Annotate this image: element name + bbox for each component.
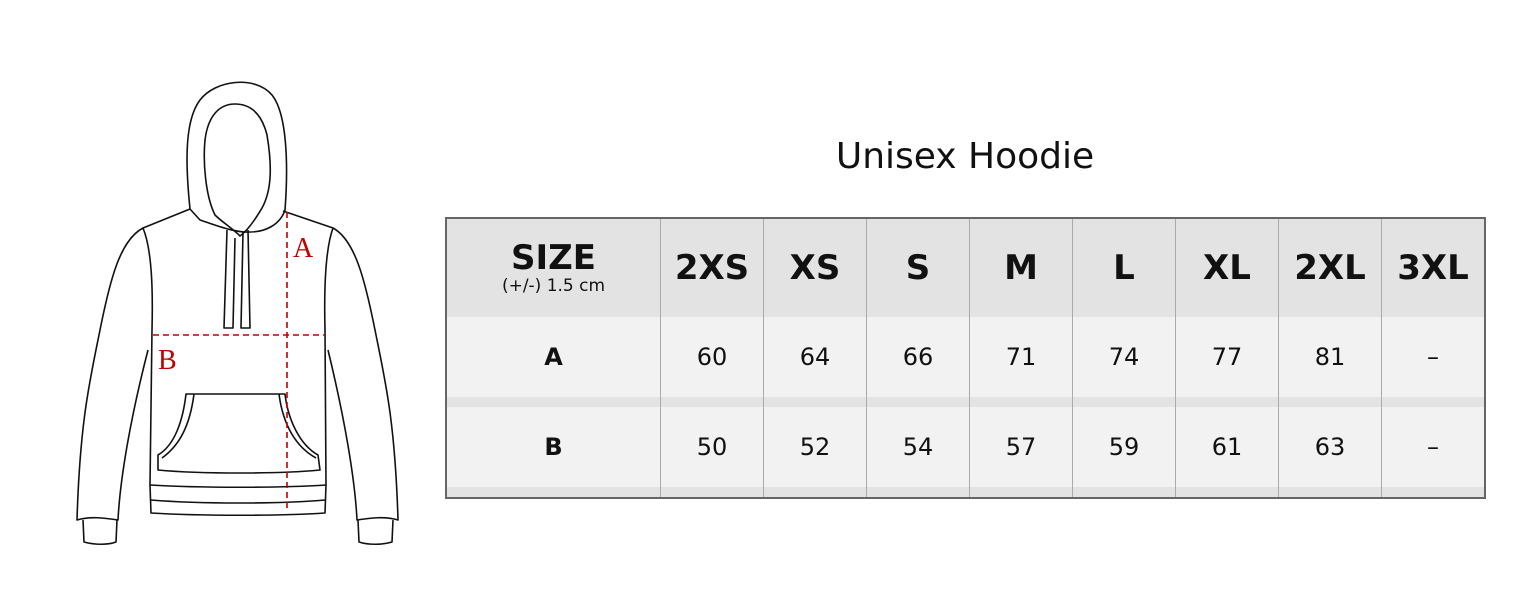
row-separator <box>446 397 1485 407</box>
hem-band <box>149 484 327 517</box>
cell: 54 <box>866 407 970 487</box>
header-row: SIZE (+/-) 1.5 cm 2XS XS S M L XL 2XL 3X… <box>446 218 1485 317</box>
cell: 59 <box>1072 407 1176 487</box>
size-header: SIZE <box>510 238 597 278</box>
body-right <box>282 210 334 486</box>
size-2xs: 2XS <box>660 218 764 317</box>
sleeve-right <box>327 227 399 521</box>
cell: – <box>1381 407 1485 487</box>
cell: 57 <box>969 407 1073 487</box>
cell: 74 <box>1072 317 1176 397</box>
size-table: SIZE (+/-) 1.5 cm 2XS XS S M L XL 2XL 3X… <box>445 217 1486 499</box>
cell: 64 <box>763 317 867 397</box>
cell: 63 <box>1278 407 1382 487</box>
size-l: L <box>1072 218 1176 317</box>
size-xs: XS <box>763 218 867 317</box>
size-xl: XL <box>1175 218 1279 317</box>
cell: 71 <box>969 317 1073 397</box>
pocket <box>157 393 321 474</box>
size-m: M <box>969 218 1073 317</box>
table-row-b: B 50 52 54 57 59 61 63 – <box>446 407 1485 487</box>
tolerance-note: (+/-) 1.5 cm <box>501 276 606 296</box>
size-header-cell: SIZE (+/-) 1.5 cm <box>446 218 661 317</box>
cell: – <box>1381 317 1485 397</box>
size-3xl: 3XL <box>1381 218 1485 317</box>
cell: 81 <box>1278 317 1382 397</box>
sleeve-left <box>76 227 149 521</box>
drawstring-left <box>223 229 236 329</box>
cuff-left <box>82 519 118 546</box>
hood-inner <box>203 103 272 237</box>
cell: 50 <box>660 407 764 487</box>
row-label-a: A <box>446 317 661 397</box>
hood-outline <box>186 81 288 233</box>
cuff-right <box>357 519 394 546</box>
drawstring-right <box>240 229 251 329</box>
row-separator <box>446 487 1485 498</box>
cell: 52 <box>763 407 867 487</box>
cell: 77 <box>1175 317 1279 397</box>
cell: 61 <box>1175 407 1279 487</box>
row-label-b: B <box>446 407 661 487</box>
cell: 60 <box>660 317 764 397</box>
chart-title: Unisex Hoodie <box>835 136 1095 177</box>
size-2xl: 2XL <box>1278 218 1382 317</box>
body-left <box>142 208 191 486</box>
label-b: B <box>158 345 177 376</box>
hoodie-diagram: A B <box>76 81 399 546</box>
label-a: A <box>293 233 314 264</box>
size-s: S <box>866 218 970 317</box>
cell: 66 <box>866 317 970 397</box>
table-row-a: A 60 64 66 71 74 77 81 – <box>446 317 1485 397</box>
